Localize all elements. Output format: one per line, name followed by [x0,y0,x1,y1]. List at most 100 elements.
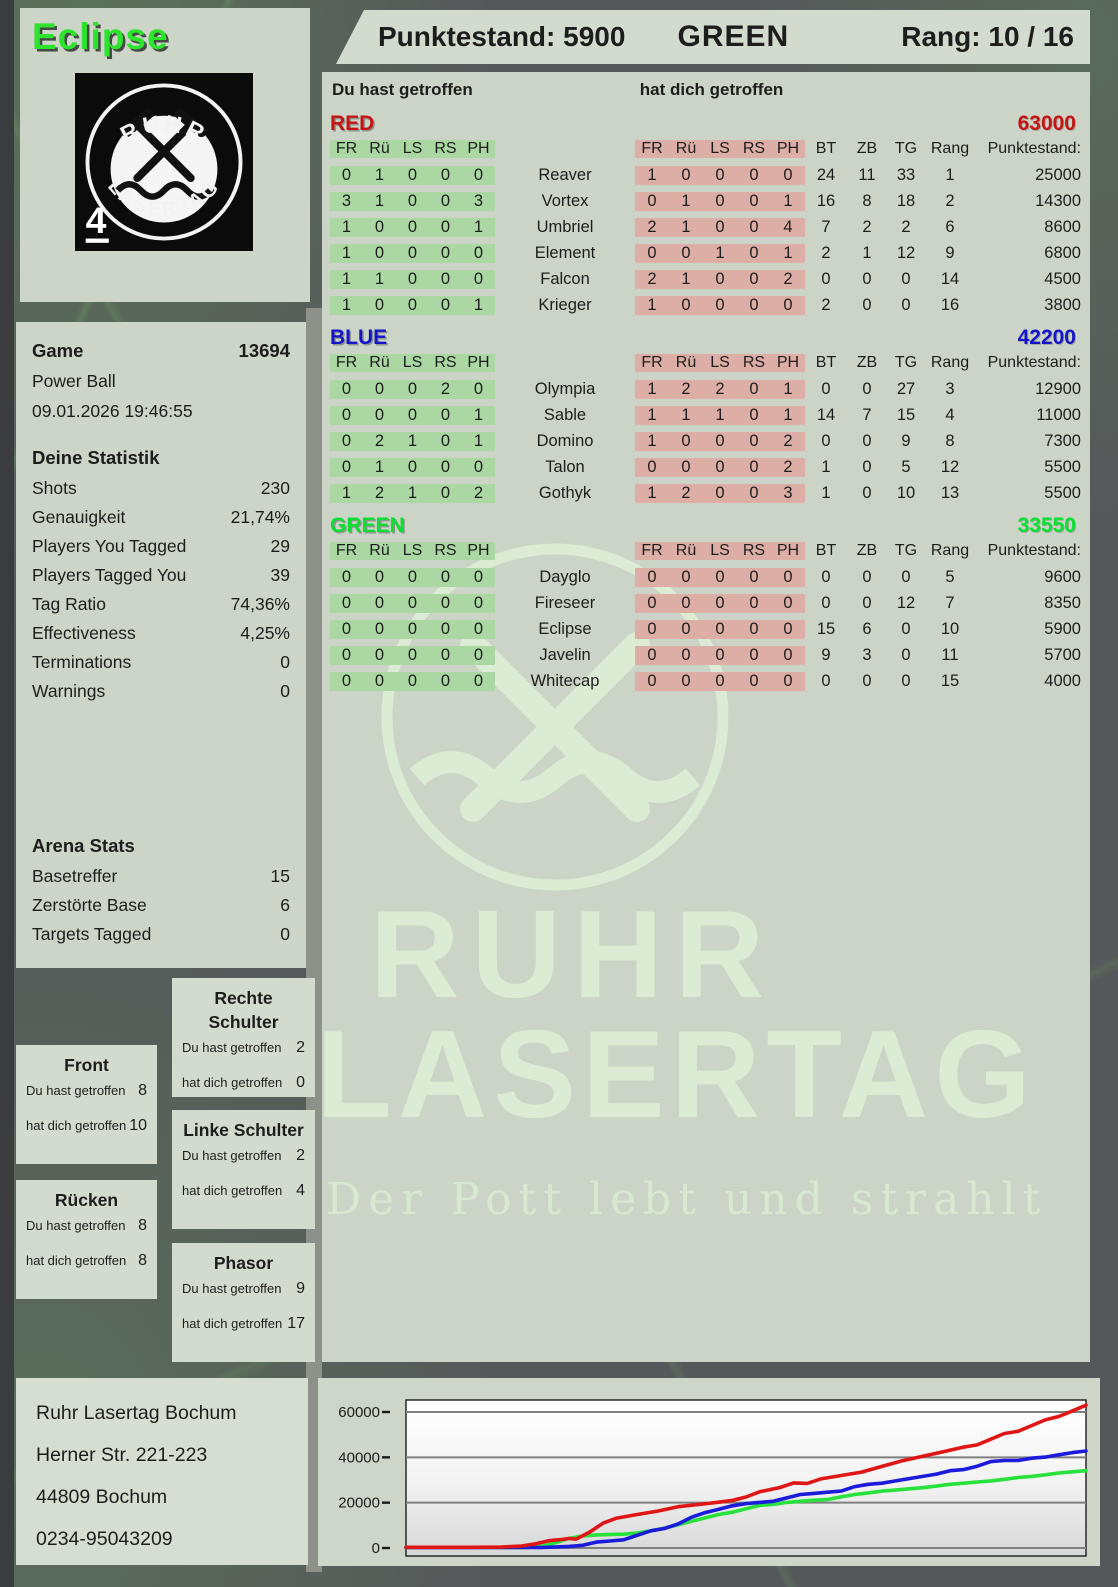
y-tick-label: 40000 [338,1449,380,1466]
bt-cell: 14 [816,405,836,424]
hits-taken-cell: 2 [771,431,805,451]
y-tick-label: 20000 [338,1495,380,1512]
hits-given-cell: 0 [462,645,495,665]
hits-taken-cell: 0 [737,379,771,399]
stat-col-header: ZB [856,140,878,157]
stat-row: Players You Tagged 29 [32,532,290,561]
zb-cell: 3 [862,645,872,664]
header-bar: Punktestand: 5900 GREEN Rang: 10 / 16 [336,10,1090,64]
hits-taken-cell: 1 [703,243,737,263]
hits-given-cell: 3 [462,191,495,211]
hits-given-cell: 1 [330,295,363,315]
hits-taken-cell: 0 [771,295,805,315]
venue-address-panel: Ruhr Lasertag Bochum Herner Str. 221-223… [16,1378,308,1565]
hits-given-cell: 0 [429,671,462,691]
punktestand-cell: 8350 [1044,593,1081,612]
hits-given-cell: 1 [330,243,363,263]
hits-taken-cell: 0 [703,483,737,503]
hits-given-cell: 0 [363,619,396,639]
hits-given-cell: 1 [330,269,363,289]
hits-taken-cell: 0 [669,243,703,263]
player-row-name: Sable [543,405,587,424]
bt-cell: 1 [821,483,831,502]
hits-taken-cell: 0 [669,457,703,477]
tg-cell: 12 [896,593,916,612]
hits-given-cell: 0 [330,165,363,185]
hits-taken-cell: 0 [737,457,771,477]
zb-cell: 0 [862,671,872,690]
hits-given-cell: 0 [396,379,429,399]
plot-area [405,1399,1087,1557]
hits-taken-cell: 1 [771,379,805,399]
hit-col-header: RS [429,354,462,372]
hits-taken-cell: 0 [703,619,737,639]
player-row-name: Umbriel [536,217,594,236]
bodypart-box-rechte-schulter: Rechte Schulter Du hast getroffen 2 hat d… [172,978,315,1097]
player-row-name: Javelin [539,645,591,664]
rang-cell: 15 [940,671,960,690]
hits-taken-cell: 0 [737,405,771,425]
punktestand-cell: 25000 [1035,165,1081,184]
hits-taken-cell: 0 [635,619,669,639]
zb-cell: 6 [862,619,872,638]
stat-col-header: ZB [856,542,878,559]
hits-given-cell: 0 [429,217,462,237]
tg-cell: 5 [901,457,911,476]
hits-given-cell: 1 [330,483,363,503]
hat-value: 0 [296,1074,305,1091]
venue-phone: 0234-95043209 [36,1528,173,1550]
bt-cell: 0 [821,431,831,450]
hits-given-cell: 2 [462,483,495,503]
hits-taken-cell: 0 [737,483,771,503]
hits-given-cell: 0 [396,191,429,211]
du-label: Du hast getroffen [182,1040,282,1055]
arena-stat-row-value: 0 [280,924,290,944]
tg-cell: 0 [901,619,911,638]
player-row-name: Talon [545,457,585,476]
hits-given-cell: 0 [396,405,429,425]
punktestand-cell: 5500 [1044,483,1081,502]
bt-cell: 0 [821,269,831,288]
stat-col-header: ZB [856,354,878,371]
player-row-name: Olympia [534,379,596,398]
hits-given-cell: 0 [363,243,396,263]
zb-cell: 2 [862,217,872,236]
tg-cell: 0 [901,671,911,690]
team-header: RED 63000 [322,112,1090,136]
hits-taken-cell: 0 [737,593,771,613]
header-punktestand: Punktestand: 5900 [378,21,626,52]
team-header: BLUE 42200 [322,326,1090,350]
hits-given-cell: 1 [462,295,495,315]
stat-row: Shots 230 [32,474,290,503]
hits-taken-cell: 0 [669,593,703,613]
du-value: 2 [296,1039,305,1056]
hits-taken-cell: 0 [703,671,737,691]
zb-cell: 11 [858,165,876,184]
stat-row-label: Shots [32,478,77,498]
stat-col-header: Rang [930,354,970,371]
hits-given-cell: 1 [330,217,363,237]
arena-stat-row-label: Targets Tagged [32,924,152,944]
hit-col-header: RS [737,542,771,560]
stat-row: Tag Ratio 74,36% [32,590,290,619]
bt-cell: 24 [816,165,836,184]
hits-taken-cell: 0 [703,295,737,315]
watermark-slogan: Der Pott lebt und strahlt [326,1174,1048,1225]
hit-col-header: FR [635,354,669,372]
rang-cell: 13 [940,483,960,502]
hits-taken-cell: 0 [737,295,771,315]
rang-cell: 1 [945,165,955,184]
venue-name: Ruhr Lasertag Bochum [36,1402,237,1424]
hits-given-cell: 0 [330,431,363,451]
du-value: 9 [296,1280,305,1297]
stat-row-value: 230 [260,478,290,498]
hits-taken-cell: 0 [737,645,771,665]
stat-row-label: Warnings [32,681,106,701]
hit-col-header: LS [703,354,737,372]
zb-cell: 0 [862,379,872,398]
du-label: Du hast getroffen [182,1281,282,1296]
header-team: GREEN [677,20,790,53]
hat-label: hat dich getroffen [182,1075,283,1090]
game-id: 13694 [238,340,290,361]
rang-cell: 16 [940,295,960,314]
